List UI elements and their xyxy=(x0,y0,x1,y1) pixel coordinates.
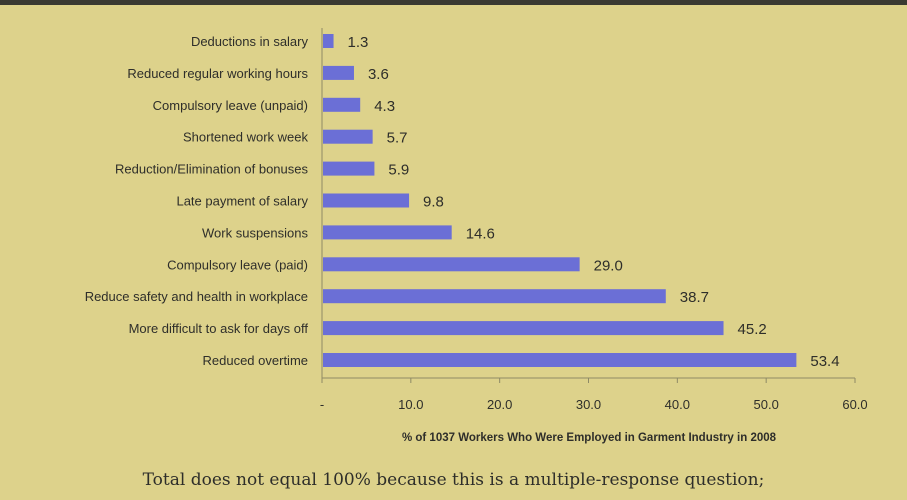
bar xyxy=(323,162,374,176)
category-label: More difficult to ask for days off xyxy=(129,321,309,336)
bar xyxy=(323,289,666,303)
footnote: Total does not equal 100% because this i… xyxy=(0,470,907,490)
bar xyxy=(323,257,580,271)
bar xyxy=(323,321,724,335)
x-tick-label: 50.0 xyxy=(754,397,779,412)
bar xyxy=(323,225,452,239)
x-tick-label: 40.0 xyxy=(665,397,690,412)
category-label: Reduced regular working hours xyxy=(127,66,308,81)
category-label: Reduced overtime xyxy=(203,353,309,368)
bar xyxy=(323,130,373,144)
value-labels: 1.3 3.6 4.3 5.7 5.9 9.8 14.6 29.0 38.7 45.2 53.4 xyxy=(348,34,840,370)
x-axis-ticks: - 10.0 20.0 30.0 40.0 50.0 60.0 xyxy=(320,378,868,412)
category-label: Work suspensions xyxy=(202,225,308,240)
bar xyxy=(323,66,354,80)
value-label: 3.6 xyxy=(368,66,389,83)
value-label: 9.8 xyxy=(423,194,444,211)
category-label: Reduce safety and health in workplace xyxy=(85,289,308,304)
category-label: Late payment of salary xyxy=(176,194,308,209)
category-labels: Deductions in salary Reduced regular work… xyxy=(85,34,309,368)
x-tick-label: 60.0 xyxy=(842,397,867,412)
category-label: Compulsory leave (unpaid) xyxy=(153,98,308,113)
x-tick-label: 20.0 xyxy=(487,397,512,412)
x-tick-label: 10.0 xyxy=(398,397,423,412)
bar xyxy=(323,194,409,208)
x-axis-title: % of 1037 Workers Who Were Employed in G… xyxy=(402,432,777,444)
bars xyxy=(323,34,796,367)
value-label: 5.7 xyxy=(387,130,408,147)
bar xyxy=(323,34,334,48)
value-label: 1.3 xyxy=(348,34,369,51)
category-label: Shortened work week xyxy=(183,130,309,145)
category-label: Reduction/Elimination of bonuses xyxy=(115,162,308,177)
category-label: Compulsory leave (paid) xyxy=(167,257,308,272)
x-tick-label: 30.0 xyxy=(576,397,601,412)
category-label: Deductions in salary xyxy=(191,34,309,49)
value-label: 38.7 xyxy=(680,289,709,306)
value-label: 45.2 xyxy=(738,321,767,338)
x-tick-label: - xyxy=(320,397,324,412)
value-label: 5.9 xyxy=(388,162,409,179)
value-label: 29.0 xyxy=(594,257,623,274)
bar xyxy=(323,353,796,367)
value-label: 53.4 xyxy=(810,353,839,370)
bar xyxy=(323,98,360,112)
value-label: 4.3 xyxy=(374,98,395,115)
bar-chart: Deductions in salary Reduced regular work… xyxy=(0,0,907,470)
value-label: 14.6 xyxy=(466,225,495,242)
